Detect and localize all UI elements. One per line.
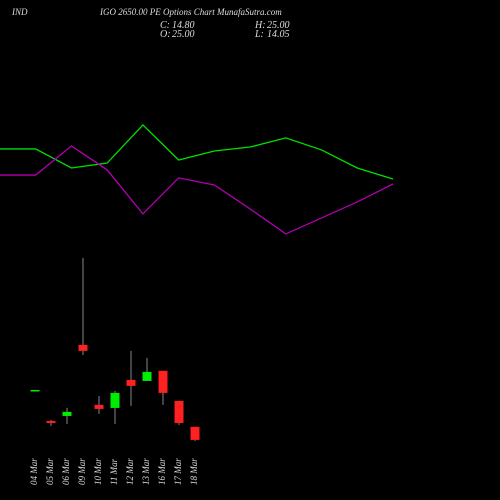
ticker: IND <box>11 7 28 17</box>
x-tick-label: 09 Mar <box>77 458 87 485</box>
x-tick-label: 10 Mar <box>93 458 103 485</box>
candle-body <box>174 400 184 423</box>
candle-body <box>78 344 88 351</box>
candle-body <box>190 426 200 440</box>
line-series <box>0 124 394 180</box>
stat-value: 14.05 <box>267 29 290 40</box>
x-tick-label: 16 Mar <box>157 458 167 485</box>
stat-label: H: <box>254 20 266 31</box>
stat-label: L: <box>254 29 264 40</box>
candle-body <box>142 371 152 381</box>
stat-value: 25.00 <box>267 20 290 31</box>
candle-body <box>158 370 168 393</box>
candle-body <box>62 411 72 416</box>
candle-body <box>46 420 56 423</box>
chart-title: IGO 2650.00 PE Options Chart MunafaSutra… <box>99 7 282 17</box>
candle-body <box>30 389 40 392</box>
x-tick-label: 05 Mar <box>45 458 55 485</box>
x-tick-label: 18 Mar <box>189 458 199 485</box>
candle-body <box>126 379 136 386</box>
line-series <box>0 145 394 235</box>
x-tick-label: 06 Mar <box>61 458 71 485</box>
candle-body <box>94 404 104 409</box>
stat-label: O: <box>160 29 171 40</box>
x-tick-label: 17 Mar <box>173 458 183 485</box>
x-tick-label: 12 Mar <box>125 458 135 485</box>
x-tick-label: 04 Mar <box>29 458 39 485</box>
x-tick-label: 13 Mar <box>141 458 151 485</box>
stat-label: C: <box>160 20 170 31</box>
x-tick-label: 11 Mar <box>109 458 119 485</box>
stat-value: 25.00 <box>172 29 195 40</box>
stat-value: 14.80 <box>172 20 195 31</box>
candle-body <box>110 392 120 408</box>
